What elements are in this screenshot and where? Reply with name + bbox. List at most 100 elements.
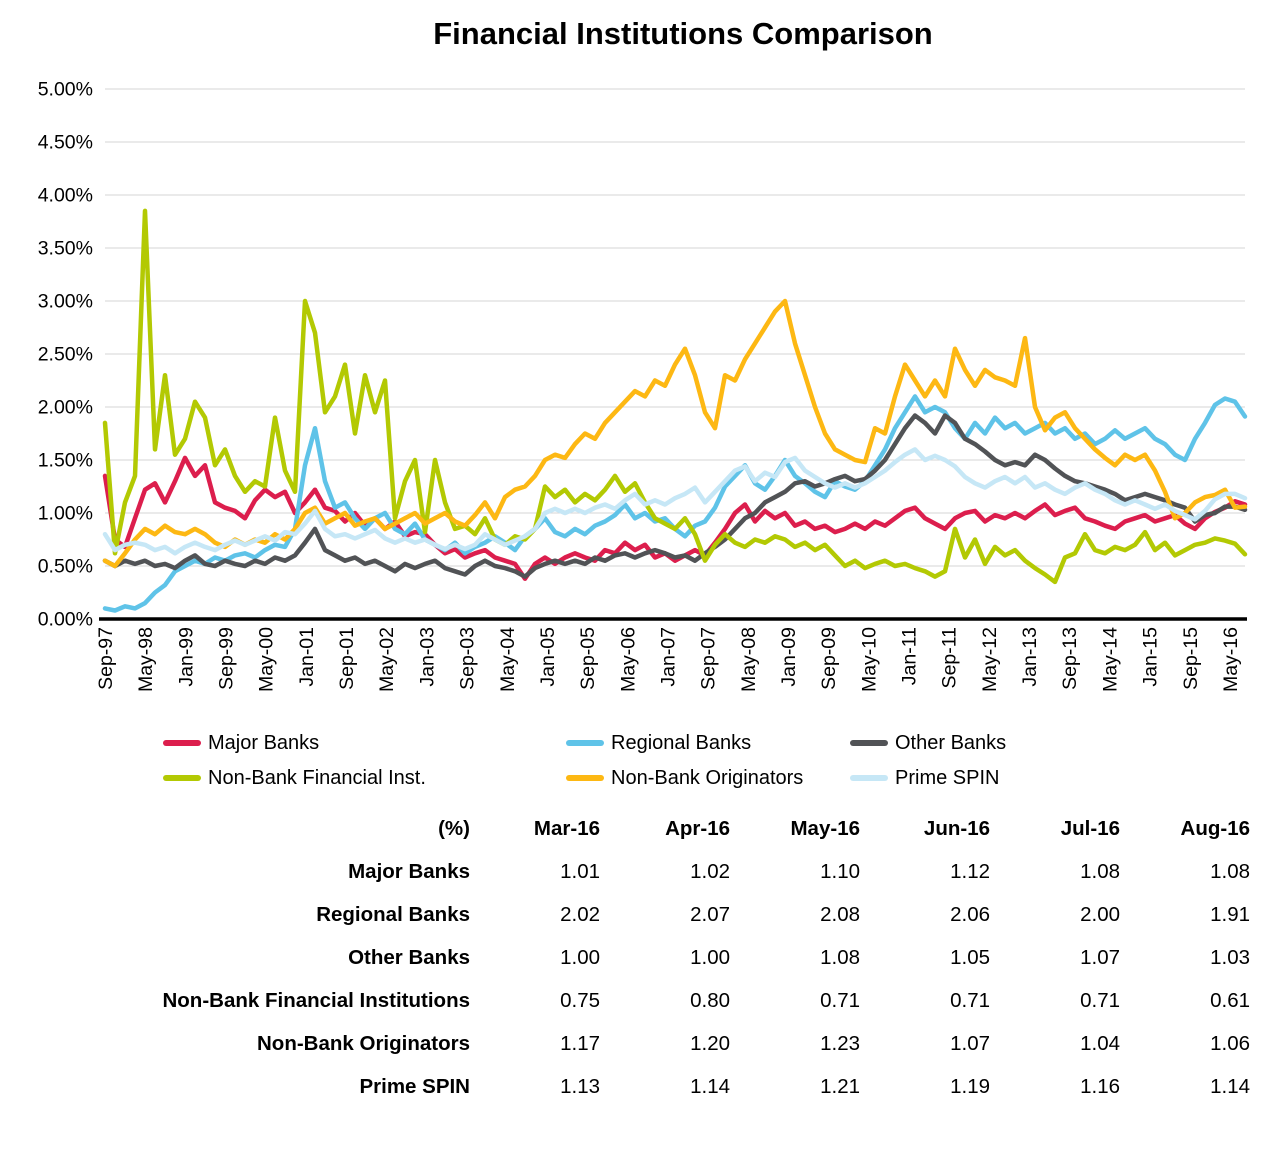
x-axis-tick-label: Sep-99 [216,627,238,690]
x-axis-tick-label: Sep-09 [818,627,840,690]
table-cell: 1.14 [690,1074,730,1098]
x-axis-tick-label: Sep-15 [1180,627,1202,690]
x-axis-tick-label: Jan-13 [1019,627,1041,687]
x-axis-tick-label: Jan-11 [899,627,921,685]
x-axis-tick-label: May-10 [858,627,880,692]
table-column-header: Jul-16 [1060,816,1120,840]
table-column-header: May-16 [790,816,860,840]
table-column-header: Jun-16 [923,816,990,840]
x-axis-tick-label: May-98 [135,627,157,692]
row-label: Prime SPIN [359,1074,470,1098]
legend-label: Other Banks [895,732,1007,754]
table-cell: 1.00 [690,945,730,969]
row-label: Non-Bank Financial Institutions [162,988,470,1012]
table-cell: 0.75 [560,988,600,1012]
series-line-major-banks [102,455,1248,581]
legend-item-prime-spin: Prime SPIN [850,765,1170,791]
table-cell: 1.12 [950,859,990,883]
table-column-header: Aug-16 [1180,816,1250,840]
legend-label: Non-Bank Originators [611,767,804,789]
legend-item-regional-banks: Regional Banks [566,730,850,756]
table-cell: 1.19 [950,1074,990,1098]
table-cell: 1.07 [1080,945,1120,969]
table-row-non-bank-originators: Non-Bank Originators 1.17 1.20 1.23 1.07 1.04… [0,1022,1250,1065]
y-axis-tick-label: 1.00% [38,503,93,525]
y-axis-tick-label: 0.50% [38,556,93,578]
legend-label: Regional Banks [611,732,752,754]
row-label: Non-Bank Originators [257,1031,470,1055]
table-cell: 2.00 [1080,902,1120,926]
x-axis-tick-label: Jan-01 [296,627,318,687]
legend-item-non-bank-financial-inst: Non-Bank Financial Inst. [163,765,566,791]
y-axis-tick-label: 1.50% [38,450,93,472]
line-chart: 0.00% 0.50% 1.00% 1.50% 2.00% 2.50% 3.00% 3.50%… [38,79,1248,692]
legend-label: Non-Bank Financial Inst. [208,767,426,789]
x-axis-tick-label: May-06 [617,627,639,692]
table-unit-header: (%) [438,816,470,840]
row-label: Other Banks [348,945,470,969]
x-axis-tick-label: May-02 [376,627,398,692]
y-axis-tick-label: 5.00% [38,79,93,101]
x-axis-tick-label: Sep-07 [698,627,720,690]
x-axis-tick-label: Jan-15 [1140,627,1162,687]
table-cell: 1.10 [820,859,860,883]
legend-item-major-banks: Major Banks [163,730,566,756]
table-row-prime-spin: Prime SPIN 1.13 1.14 1.21 1.19 1.16 1.14 [0,1065,1250,1108]
table-row-major-banks: Major Banks 1.01 1.02 1.10 1.12 1.08 1.08 [0,850,1250,893]
table-cell: 1.16 [1080,1074,1120,1098]
page-title: Financial Institutions Comparison [433,16,933,51]
y-axis-tick-label: 3.50% [38,238,93,260]
legend-item-non-bank-originators: Non-Bank Originators [566,765,850,791]
table-cell: 0.71 [820,988,860,1012]
x-axis-tick-label: Jan-03 [416,627,438,687]
monthly-values-table: (%) Mar-16 Apr-16 May-16 Jun-16 Jul-16 Aug-16 … [0,807,1250,1108]
table-cell: 1.08 [1080,859,1120,883]
y-axis-tick-label: 0.00% [38,609,93,631]
series-line-other-banks [102,413,1248,579]
table-cell: 0.71 [1080,988,1120,1012]
legend-swatch-icon [566,775,604,781]
x-axis-tick-label: Jan-05 [537,627,559,687]
chart-legend: Major Banks Regional Banks Other Banks Non-… [163,730,1281,791]
x-axis-tick-label: Sep-97 [95,627,117,690]
series-line-non-bank-originators [102,298,1248,569]
table-cell: 2.08 [820,902,860,926]
row-label: Major Banks [348,859,470,883]
table-cell: 1.13 [560,1074,600,1098]
x-axis-tick-label: Jan-99 [175,627,197,687]
table-column-header: Apr-16 [665,816,730,840]
x-axis-tick-label: Jan-09 [778,627,800,687]
table-cell: 1.20 [690,1031,730,1055]
legend-swatch-icon [163,740,201,746]
table-cell: 1.14 [1210,1074,1250,1098]
legend-item-other-banks: Other Banks [850,730,1170,756]
row-label: Regional Banks [316,902,470,926]
x-axis-tick-label: May-04 [497,627,519,692]
x-axis-tick-label: Sep-01 [336,627,358,690]
x-axis-tick-label: May-14 [1099,627,1121,692]
y-axis-tick-label: 3.00% [38,291,93,313]
table-cell: 0.80 [690,988,730,1012]
table-cell: 1.04 [1080,1031,1120,1055]
table-cell: 2.02 [560,902,600,926]
legend-swatch-icon [163,775,201,781]
table-cell: 1.03 [1210,945,1250,969]
series-line-prime-spin [102,447,1248,556]
table-cell: 1.08 [1210,859,1250,883]
x-axis-tick-label: Sep-05 [577,627,599,690]
table-header: (%) Mar-16 Apr-16 May-16 Jun-16 Jul-16 Aug-16 [0,807,1250,850]
x-axis-tick-label: May-00 [256,627,278,692]
legend-swatch-icon [850,740,888,746]
table-cell: 1.02 [690,859,730,883]
table-header-row: (%) Mar-16 Apr-16 May-16 Jun-16 Jul-16 Aug-16 [0,807,1250,850]
table-cell: 1.08 [820,945,860,969]
legend-swatch-icon [566,740,604,746]
table-cell: 2.06 [950,902,990,926]
table-cell: 0.71 [950,988,990,1012]
x-axis-tick-label: May-08 [738,627,760,692]
legend-label: Major Banks [208,732,320,754]
table-cell: 1.00 [560,945,600,969]
table-body: Major Banks 1.01 1.02 1.10 1.12 1.08 1.08 Regio… [0,850,1250,1108]
x-axis-tick-label: Sep-11 [939,627,961,688]
x-axis-tick-label: Sep-13 [1059,627,1081,690]
